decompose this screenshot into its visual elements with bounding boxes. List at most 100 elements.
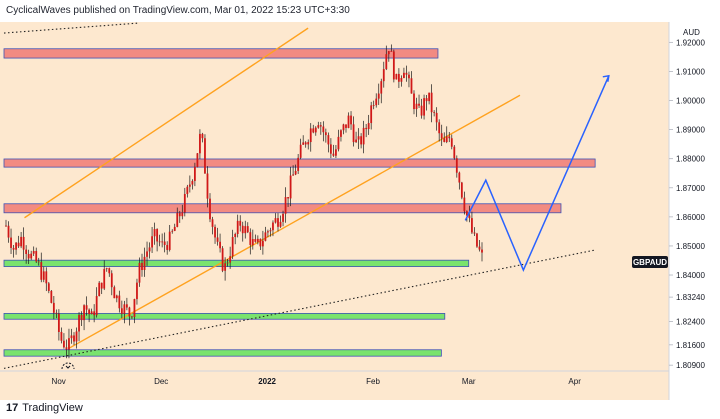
candle — [294, 164, 297, 176]
candle-body — [186, 186, 189, 195]
candle-body — [173, 226, 176, 231]
candle — [269, 227, 272, 237]
candle — [186, 184, 189, 198]
candle-body — [337, 136, 340, 150]
candle-body — [219, 241, 221, 249]
candle — [403, 67, 405, 79]
candle — [136, 278, 138, 305]
candle-body — [60, 331, 63, 341]
candle-body — [57, 313, 60, 332]
candle-body — [153, 229, 156, 237]
candle — [460, 181, 463, 200]
candle-body — [284, 197, 287, 214]
support-zone-2[interactable] — [3, 313, 446, 320]
candle — [443, 132, 446, 143]
time-axis[interactable]: Nov Dec 2022 Feb Mar Apr — [52, 377, 582, 386]
candle — [90, 308, 93, 315]
candle-body — [478, 246, 481, 250]
channel-upper-line[interactable] — [24, 27, 309, 219]
candle-body — [397, 73, 400, 82]
candle-body — [143, 256, 146, 271]
candle — [297, 154, 300, 174]
candle — [261, 230, 264, 255]
candle-body — [395, 73, 398, 80]
chart-area[interactable]: 1.92000 1.91000 1.90000 1.89000 1.88000 1.870… — [0, 22, 720, 400]
dotted-trendline-2[interactable] — [3, 249, 596, 369]
candle — [55, 309, 58, 319]
candle — [410, 71, 413, 94]
candle-body — [350, 115, 352, 125]
resistance-zone-1[interactable] — [3, 48, 439, 59]
y-tick-label: 1.86000 — [676, 213, 705, 222]
resistance-zone-2[interactable] — [3, 158, 596, 168]
candle-body — [10, 237, 12, 248]
candle-body — [292, 174, 295, 176]
candle — [445, 126, 448, 144]
candle-body — [118, 295, 121, 309]
candle — [332, 144, 335, 157]
candle-body — [445, 136, 448, 142]
candle-body — [209, 198, 211, 220]
candle — [395, 73, 398, 80]
candle — [279, 215, 282, 228]
candle — [181, 204, 184, 220]
candle-body — [272, 222, 274, 231]
candle-body — [236, 220, 239, 235]
candle — [85, 296, 88, 316]
resistance-zone-3[interactable] — [3, 203, 562, 214]
candle — [387, 50, 390, 62]
currency-label: AUD — [683, 28, 700, 37]
candle-body — [413, 93, 415, 110]
candle — [360, 133, 363, 149]
tradingview-brand[interactable]: 17 TradingView — [6, 402, 83, 414]
price-axis[interactable]: 1.92000 1.91000 1.90000 1.89000 1.88000 1.870… — [669, 38, 705, 370]
candle-body — [221, 248, 224, 271]
candle-body — [377, 93, 380, 99]
y-tick-label: 1.81600 — [676, 341, 705, 350]
candle — [209, 193, 211, 223]
candle-body — [450, 138, 453, 147]
candle-body — [234, 234, 237, 238]
candle-body — [370, 105, 373, 124]
candle-body — [239, 220, 242, 226]
candle — [37, 257, 40, 266]
support-zone-3[interactable] — [3, 349, 442, 357]
candle — [188, 175, 191, 193]
candle — [322, 121, 325, 142]
candle — [75, 327, 78, 349]
candle — [420, 98, 423, 119]
candle — [324, 128, 327, 143]
candle — [5, 219, 7, 227]
candle-body — [115, 295, 118, 299]
candle-body — [458, 172, 461, 183]
candle — [418, 94, 420, 109]
candle — [88, 308, 91, 323]
support-zone-1[interactable] — [3, 259, 470, 267]
candle-body — [75, 331, 78, 342]
candle — [329, 138, 332, 159]
projection-path[interactable] — [464, 75, 610, 272]
candle — [355, 131, 357, 143]
candle-body — [163, 241, 166, 245]
axis-settings-icon[interactable] — [61, 362, 75, 370]
candle-body — [244, 226, 247, 234]
candle — [357, 128, 360, 150]
channel-lower-line[interactable] — [68, 94, 521, 349]
candle-body — [214, 226, 216, 238]
candle-body — [282, 213, 284, 222]
price-chart[interactable]: 1.92000 1.91000 1.90000 1.89000 1.88000 1.870… — [0, 22, 720, 400]
y-tick-label: 1.85000 — [676, 242, 705, 251]
candle-body — [156, 229, 159, 242]
candle — [42, 266, 45, 283]
candle-body — [131, 316, 133, 318]
candle — [226, 258, 229, 267]
candle — [309, 123, 312, 152]
candle — [392, 49, 395, 83]
candle-body — [299, 144, 302, 158]
candle-body — [440, 133, 443, 139]
candle — [478, 239, 481, 252]
candle — [267, 229, 269, 238]
candle-body — [362, 127, 365, 145]
candle-body — [312, 128, 315, 133]
candle — [40, 252, 43, 283]
